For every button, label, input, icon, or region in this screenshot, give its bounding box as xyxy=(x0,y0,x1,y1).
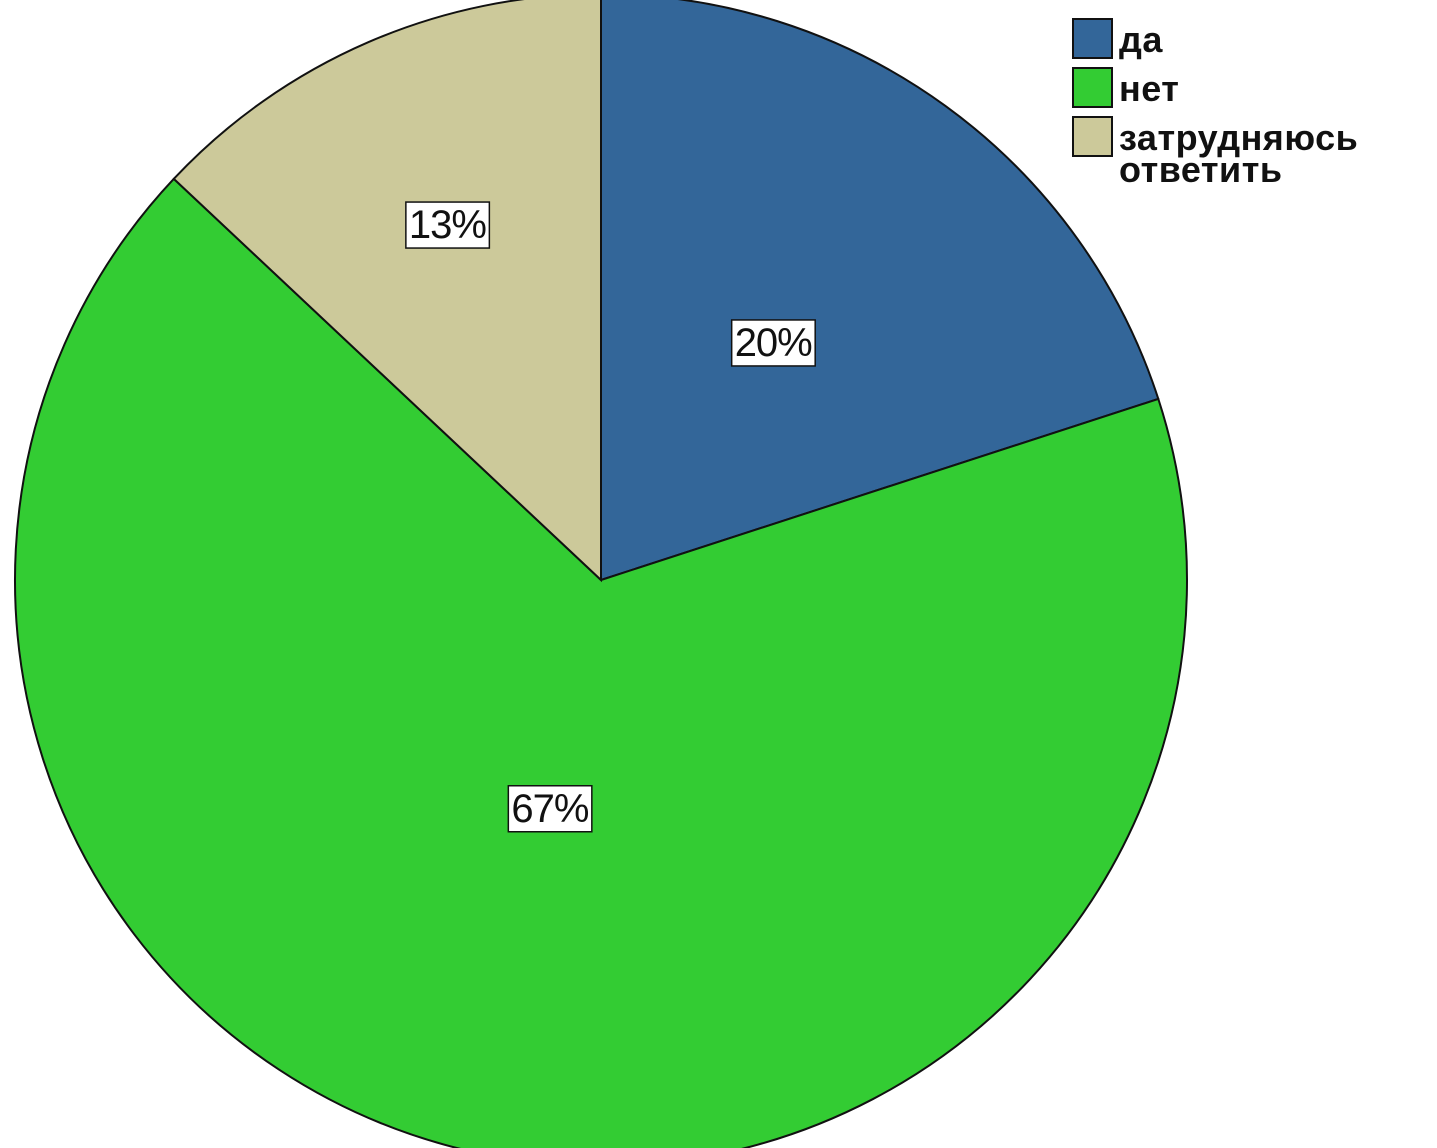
legend-swatch-zatrudnyayus xyxy=(1072,116,1113,157)
pie-slice-да xyxy=(600,0,1160,582)
legend-item-zatrudnyayus: затрудняюсь ответить xyxy=(1072,112,1432,190)
data-label-text: 67% xyxy=(511,787,588,831)
legend-swatch-net xyxy=(1072,67,1113,108)
legend-item-net: нет xyxy=(1072,63,1432,108)
pie-slice-затрудняюсь-ответить xyxy=(172,0,602,583)
data-label-box xyxy=(507,785,593,833)
legend-label-zatrudnyayus: затрудняюсь ответить xyxy=(1119,117,1359,190)
legend-label-line: нет xyxy=(1119,68,1180,109)
data-label-box xyxy=(405,201,491,249)
pie-slices xyxy=(14,0,1188,1148)
data-label: 67% xyxy=(507,785,593,833)
legend-label-da: да xyxy=(1119,19,1163,60)
legend-item-da: да xyxy=(1072,14,1432,59)
legend-label-line: да xyxy=(1119,19,1163,60)
data-label-box xyxy=(730,319,816,367)
legend-label-line: ответить xyxy=(1119,149,1283,190)
legend: да нет затрудняюсь ответить xyxy=(1072,14,1432,190)
pie-data-labels: 20% 67% 13% xyxy=(405,201,816,833)
data-label: 13% xyxy=(405,201,491,249)
data-label-text: 13% xyxy=(409,203,486,247)
legend-label-net: нет xyxy=(1119,68,1180,109)
data-label-text: 20% xyxy=(735,321,812,365)
legend-swatch-da xyxy=(1072,18,1113,59)
pie-slice-нет xyxy=(14,177,1188,1148)
legend-label-line: затрудняюсь xyxy=(1119,117,1359,158)
data-label: 20% xyxy=(730,319,816,367)
